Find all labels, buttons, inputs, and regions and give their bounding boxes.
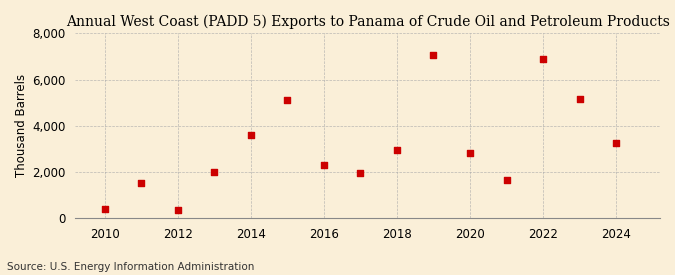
Point — [136, 181, 146, 186]
Point — [538, 57, 549, 61]
Point — [355, 171, 366, 175]
Point — [464, 151, 475, 156]
Point — [245, 133, 256, 137]
Point — [209, 170, 219, 174]
Point — [501, 178, 512, 182]
Text: Source: U.S. Energy Information Administration: Source: U.S. Energy Information Administ… — [7, 262, 254, 272]
Point — [99, 207, 110, 211]
Point — [574, 97, 585, 101]
Point — [282, 98, 293, 103]
Point — [319, 163, 329, 167]
Point — [172, 208, 183, 212]
Point — [392, 148, 402, 152]
Title: Annual West Coast (PADD 5) Exports to Panama of Crude Oil and Petroleum Products: Annual West Coast (PADD 5) Exports to Pa… — [65, 15, 670, 29]
Point — [428, 53, 439, 57]
Y-axis label: Thousand Barrels: Thousand Barrels — [15, 74, 28, 177]
Point — [611, 141, 622, 145]
